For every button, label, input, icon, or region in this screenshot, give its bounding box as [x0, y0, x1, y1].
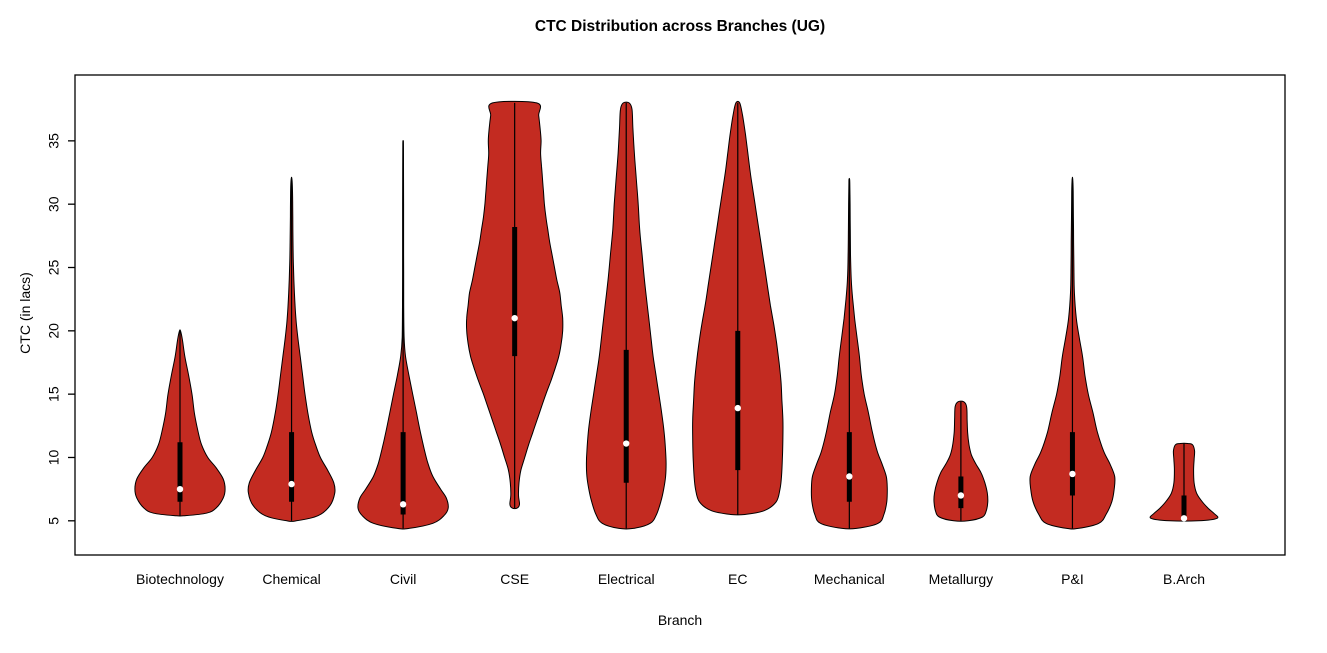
median-dot: [176, 485, 184, 493]
y-tick-label: 15: [46, 386, 62, 402]
median-dot: [1180, 515, 1188, 522]
median-dot: [1069, 470, 1076, 478]
violin-cse: CSE: [465, 100, 564, 587]
x-category-label: CSE: [500, 571, 529, 587]
violin-mechanical: Mechanical: [810, 177, 888, 587]
violin-p-i: P&I: [1029, 176, 1116, 587]
x-category-label: B.Arch: [1163, 571, 1205, 587]
violin-biotechnology: Biotechnology: [134, 329, 226, 587]
median-dot: [957, 492, 965, 499]
violin-electrical: Electrical: [585, 101, 667, 587]
median-dot: [511, 314, 518, 322]
y-tick-label: 5: [46, 517, 62, 525]
y-tick-label: 10: [46, 449, 62, 465]
chart-title: CTC Distribution across Branches (UG): [534, 18, 826, 35]
x-axis-title: Branch: [657, 612, 703, 628]
median-dot: [623, 440, 630, 447]
y-tick-label: 30: [46, 196, 62, 212]
violin-b-arch: B.Arch: [1149, 442, 1219, 587]
x-category-label: Mechanical: [814, 571, 885, 587]
violin-metallurgy: Metallurgy: [929, 400, 994, 587]
violin-civil: Civil: [357, 140, 449, 587]
y-tick-label: 35: [46, 133, 62, 149]
median-dot: [288, 480, 295, 488]
plot-frame: [74, 74, 1286, 556]
x-category-label: EC: [728, 571, 747, 587]
violin-chemical: Chemical: [247, 176, 336, 587]
x-category-label: Electrical: [598, 571, 655, 587]
median-dot: [846, 473, 853, 480]
y-tick-label: 25: [46, 260, 62, 276]
x-category-label: Biotechnology: [136, 571, 224, 587]
violin-ec: EC: [692, 100, 784, 587]
y-tick-label: 20: [46, 323, 62, 339]
x-category-label: Chemical: [262, 571, 320, 587]
x-category-label: Civil: [390, 571, 416, 587]
median-dot: [399, 501, 407, 508]
x-category-label: P&I: [1061, 571, 1084, 587]
median-dot: [734, 404, 741, 412]
x-category-label: Metallurgy: [929, 571, 994, 587]
